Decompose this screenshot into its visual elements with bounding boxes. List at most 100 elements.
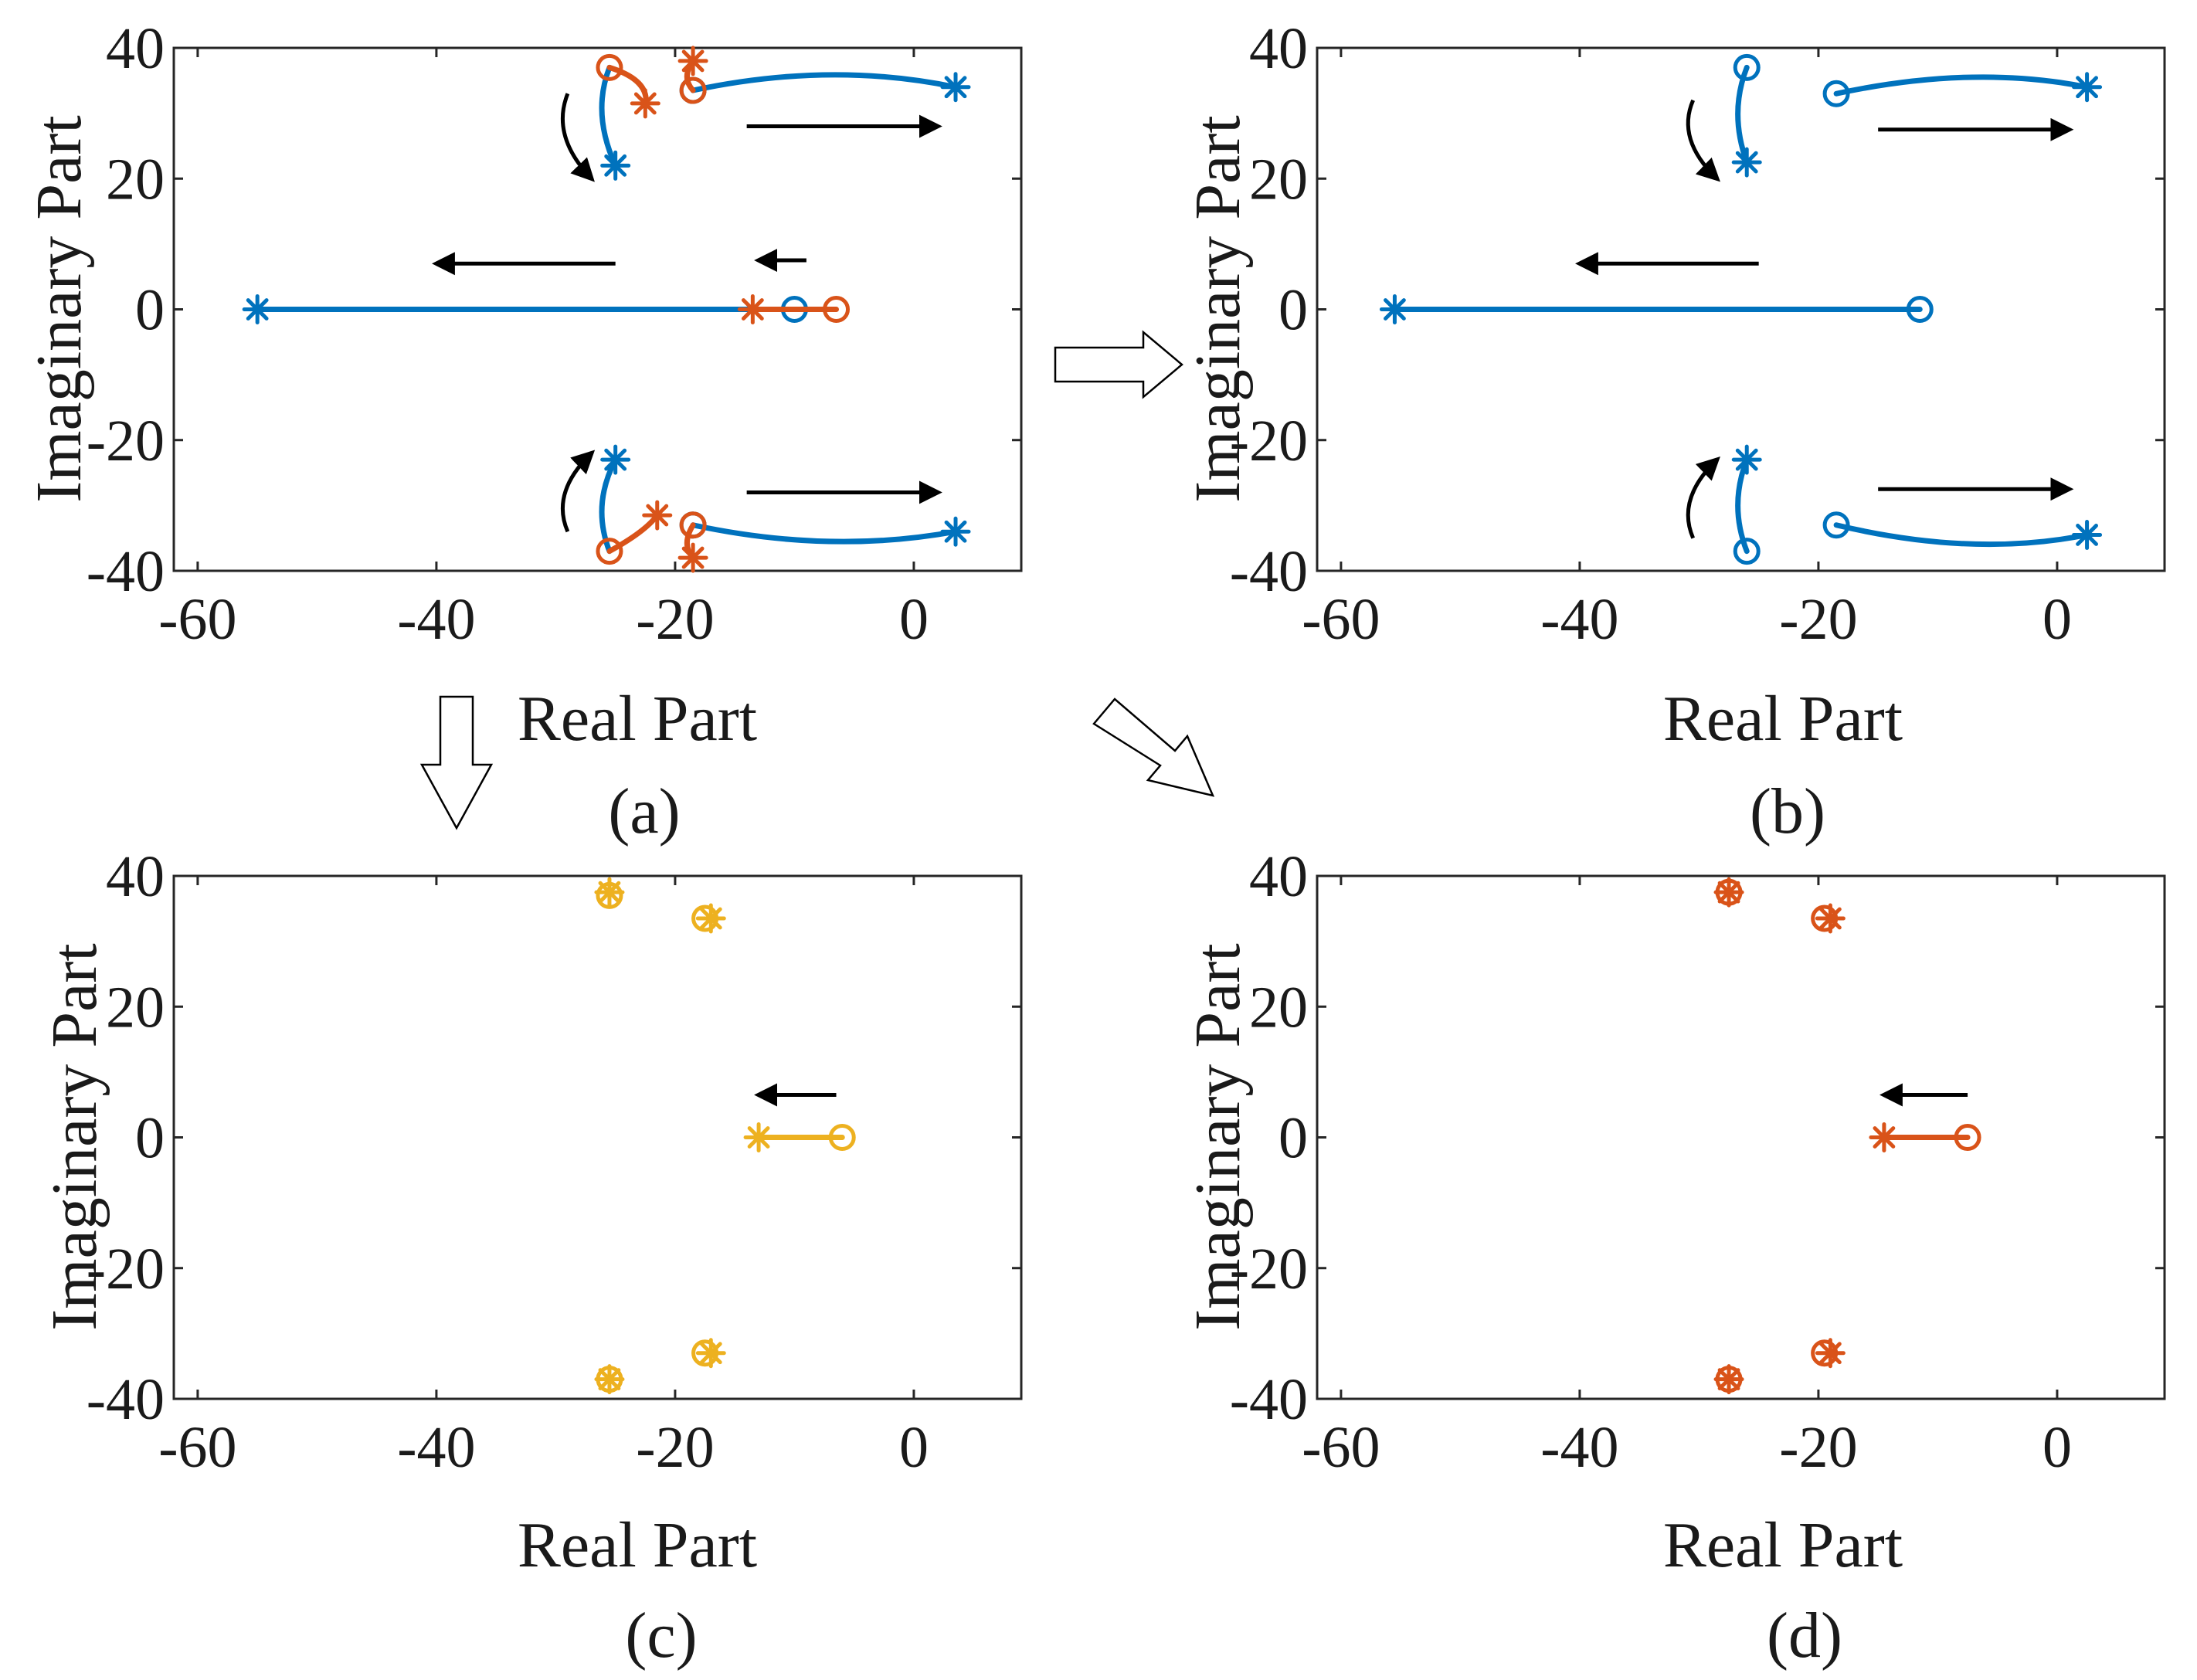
pole-marker [242, 294, 273, 324]
zero-marker [596, 538, 623, 565]
arrow-a-to-d [1092, 697, 1215, 797]
ytick-label: 0 [135, 278, 165, 343]
zero-marker [679, 76, 707, 104]
arrow-a-to-b [1054, 330, 1183, 399]
zero-marker [1733, 538, 1761, 565]
pole-marker [677, 542, 708, 573]
zero-marker [679, 511, 707, 539]
xtick-label: 0 [2042, 1415, 2072, 1480]
locus-branch [599, 456, 619, 555]
pole-marker [1713, 877, 1744, 908]
zero-marker [1733, 53, 1761, 81]
pole-marker [600, 444, 631, 475]
plot-area-c [172, 874, 1023, 1400]
xtick-label: -60 [1302, 587, 1380, 652]
locus-branch [690, 72, 959, 93]
pole-marker [642, 500, 673, 531]
direction-arrow [561, 93, 595, 182]
ytick-label: 0 [135, 1106, 165, 1171]
marks-c [594, 877, 856, 1395]
pole-marker [1731, 147, 1762, 178]
pole-marker [1815, 903, 1846, 934]
xtick-label: -40 [397, 1415, 475, 1480]
xtick-label: -60 [158, 1415, 236, 1480]
ytick-label: 40 [1249, 844, 1308, 909]
ytick-label: -40 [1230, 539, 1308, 604]
pole-marker [695, 1338, 726, 1369]
ytick-label: -40 [87, 1367, 165, 1432]
ytick-label: 0 [1278, 278, 1308, 343]
ylabel-a: Imaginary Part [23, 115, 95, 503]
ytick-label: 40 [106, 844, 165, 909]
pole-marker [940, 72, 971, 103]
zero-marker [823, 296, 851, 323]
zero-marker [1906, 296, 1934, 323]
pole-marker [630, 88, 660, 119]
xtick-label: -40 [1540, 1415, 1618, 1480]
ylabel-c: Imaginary Part [39, 943, 110, 1331]
locus-branch [599, 64, 619, 168]
marks-b [1379, 53, 2103, 565]
plot-area-d [1316, 874, 2166, 1400]
xtick-label: 0 [899, 1415, 929, 1480]
zero-marker [1822, 80, 1850, 107]
direction-arrow [1686, 99, 1720, 182]
xlabel-a: Real Part [518, 683, 757, 755]
pole-marker [1379, 294, 1410, 324]
ytick-label: -20 [1230, 409, 1308, 473]
ytick-label: 40 [1249, 16, 1308, 81]
ytick-label: -40 [87, 539, 165, 604]
marks-d [1713, 877, 1981, 1395]
xtick-label: -20 [1779, 587, 1857, 652]
xtick-label: -40 [397, 587, 475, 652]
pole-marker [1731, 444, 1762, 475]
ytick-label: 20 [106, 975, 165, 1040]
ytick-label: -20 [87, 1237, 165, 1302]
direction-arrow [1686, 456, 1720, 539]
ytick-label: -20 [87, 409, 165, 473]
zero-marker [1954, 1124, 1981, 1151]
caption-a: (a) [608, 776, 680, 847]
zero-marker [596, 53, 623, 81]
arrow-a-to-c [419, 695, 494, 830]
ylabel-d: Imaginary Part [1182, 943, 1254, 1331]
xtick-label: -20 [636, 587, 714, 652]
pole-marker [1815, 1338, 1846, 1369]
direction-arrow [561, 450, 596, 533]
pole-marker [594, 1364, 625, 1395]
xtick-label: -20 [1779, 1415, 1857, 1480]
pole-marker [1713, 1364, 1744, 1395]
pole-marker [695, 903, 726, 934]
ytick-label: 20 [106, 147, 165, 212]
pole-marker [743, 1122, 774, 1152]
pole-marker [737, 294, 768, 324]
ytick-label: 20 [1249, 975, 1308, 1040]
zero-marker [828, 1124, 856, 1151]
pole-marker [1869, 1122, 1900, 1152]
locus-branch [1833, 74, 2090, 97]
xtick-label: 0 [2042, 587, 2072, 652]
pole-marker [2072, 72, 2103, 103]
locus-branch [690, 522, 959, 545]
xtick-label: -60 [1302, 1415, 1380, 1480]
ytick-label: 40 [106, 16, 165, 81]
caption-b: (b) [1750, 776, 1825, 847]
pole-marker [600, 150, 631, 181]
pole-marker [594, 877, 625, 908]
ytick-label: -40 [1230, 1367, 1308, 1432]
locus-branch [1833, 522, 2090, 548]
zero-marker [1822, 511, 1850, 539]
xtick-label: -20 [636, 1415, 714, 1480]
ylabel-b: Imaginary Part [1182, 115, 1254, 503]
pole-marker [677, 46, 708, 76]
ytick-label: 20 [1249, 147, 1308, 212]
pole-marker [940, 516, 971, 547]
